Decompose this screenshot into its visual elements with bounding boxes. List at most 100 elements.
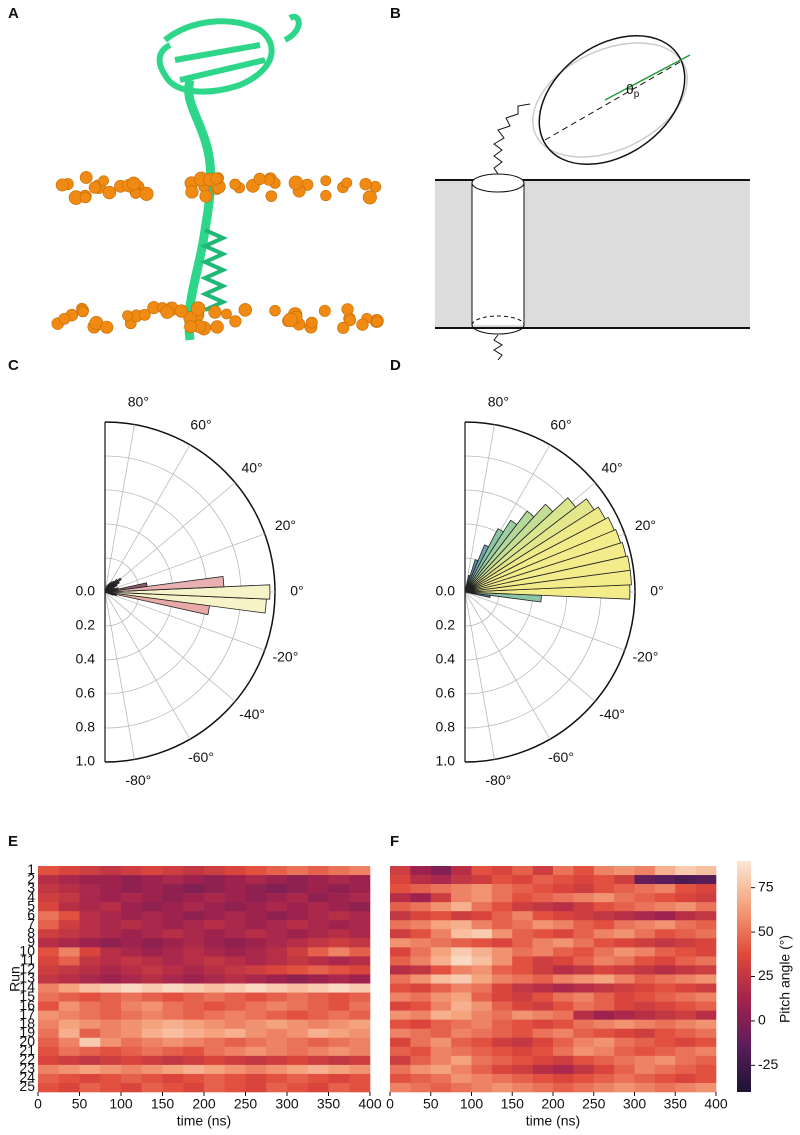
heat-cell — [224, 1046, 246, 1057]
heat-cell — [654, 983, 676, 993]
heat-cell — [100, 938, 122, 948]
heat-cell — [695, 1010, 717, 1020]
heat-cell — [328, 866, 350, 876]
heat-cell — [79, 1055, 101, 1066]
cylinder-bottom — [471, 315, 525, 326]
heat-cell — [141, 1019, 163, 1030]
heat-cell — [224, 1037, 246, 1048]
heat-cell — [695, 902, 717, 912]
x-axis-label: time (ns) — [526, 1113, 580, 1129]
heat-cell — [287, 992, 309, 1002]
heat-cell — [121, 1019, 143, 1030]
y-axis-label: Run — [7, 966, 23, 992]
heat-cell — [266, 929, 288, 939]
cylinder-top — [471, 173, 525, 193]
heat-cell — [491, 965, 513, 975]
heat-cell — [634, 1046, 656, 1057]
heat-cell — [553, 1055, 574, 1066]
heat-cell — [141, 1055, 163, 1066]
heat-cell — [287, 893, 309, 903]
schematic: θp — [435, 34, 750, 361]
heat-cell — [349, 1046, 371, 1057]
y-tick-label: 10 — [19, 943, 35, 959]
heat-cell — [307, 929, 329, 939]
heat-cell — [614, 1037, 635, 1048]
heat-cell — [471, 992, 493, 1002]
polar-bar — [464, 559, 479, 593]
grid-spoke — [104, 591, 135, 760]
heat-cell — [287, 929, 309, 939]
heat-cell — [410, 947, 432, 957]
heat-cell — [553, 965, 574, 975]
heat-cell — [162, 884, 184, 894]
heat-cell — [38, 920, 60, 930]
heat-cell — [183, 920, 205, 930]
heat-cell — [593, 1046, 615, 1057]
theta-tick-label: 0° — [650, 583, 663, 599]
polar-bar — [464, 497, 577, 593]
heat-cell — [593, 974, 615, 984]
heat-cell — [573, 911, 595, 921]
lipid-head — [341, 303, 354, 316]
heat-cell — [695, 965, 717, 975]
heat-cell — [593, 1082, 615, 1093]
heat-cell — [162, 911, 184, 921]
heat-cell — [100, 1001, 122, 1011]
heat-cell — [654, 965, 676, 975]
lipid-head — [126, 176, 141, 191]
heat-cell — [100, 947, 122, 957]
heat-cell — [204, 947, 226, 957]
heat-cell — [38, 884, 60, 894]
heat-cell — [430, 1028, 452, 1039]
heat-cell — [614, 893, 635, 903]
heat-cell — [183, 992, 205, 1002]
theta-tick-label: 40° — [241, 459, 262, 475]
heat-cell — [349, 1082, 371, 1093]
heat-cell — [675, 1064, 696, 1075]
x-axis-label: time (ns) — [177, 1113, 231, 1129]
heat-cell — [204, 875, 226, 885]
theta-tick-label: 60° — [550, 416, 571, 432]
heat-cell — [553, 992, 574, 1002]
heat-cell — [121, 1073, 143, 1084]
heat-cell — [141, 992, 163, 1002]
heat-cell — [390, 911, 411, 921]
heat-cell — [38, 938, 60, 948]
heat-cell — [451, 983, 472, 993]
heat-cell — [654, 956, 676, 966]
heat-cell — [573, 929, 595, 939]
heat-cell — [224, 866, 246, 876]
lipid-head — [318, 304, 331, 317]
heat-cell — [121, 866, 143, 876]
heat-cell — [141, 911, 163, 921]
heat-cell — [224, 929, 246, 939]
heat-cell — [224, 920, 246, 930]
heat-cell — [654, 1019, 676, 1030]
colorbar-tick-label: 50 — [758, 923, 774, 939]
heat-cell — [675, 875, 696, 885]
heat-cell — [430, 983, 452, 993]
heat-cell — [349, 938, 371, 948]
heat-cell — [162, 956, 184, 966]
heat-cell — [695, 1073, 717, 1084]
heat-cell — [100, 884, 122, 894]
heat-cell — [675, 983, 696, 993]
heat-cell — [328, 965, 350, 975]
y-tick-label: 2 — [27, 870, 35, 886]
heat-cell — [634, 974, 656, 984]
r-tick-label: 0.0 — [76, 583, 96, 599]
heat-cell — [58, 1019, 80, 1030]
heat-cell — [451, 1001, 472, 1011]
heat-cell — [451, 947, 472, 957]
heat-cell — [410, 1010, 432, 1020]
heat-cell — [58, 875, 80, 885]
panel-label: F — [390, 833, 399, 850]
polar-bar — [464, 529, 622, 593]
heat-cell — [287, 938, 309, 948]
heat-cell — [100, 893, 122, 903]
heat-cell — [654, 1010, 676, 1020]
heat-cell — [38, 875, 60, 885]
heat-cell — [287, 902, 309, 912]
heat-cell — [162, 965, 184, 975]
heat-cell — [614, 974, 635, 984]
